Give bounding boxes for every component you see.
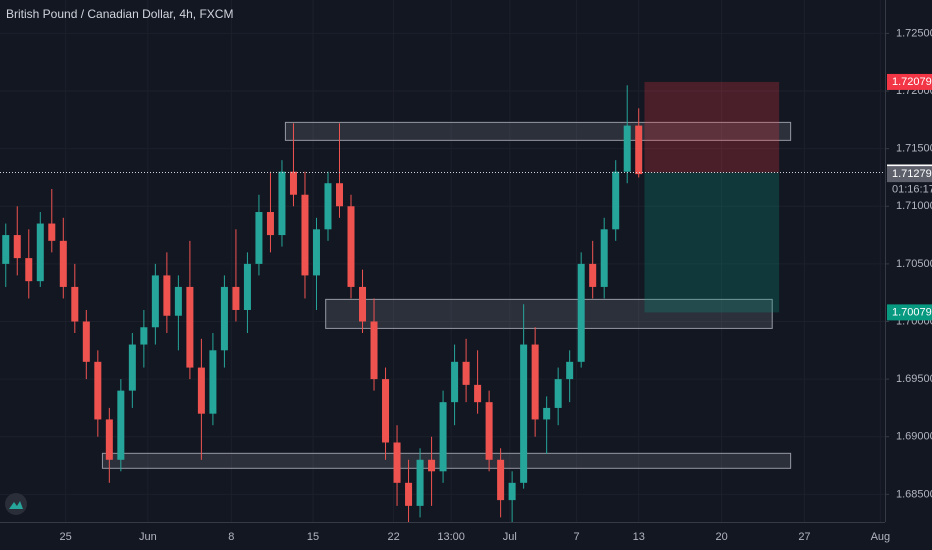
axes: 1.725001.720001.715001.710001.705001.700…	[59, 27, 932, 543]
x-tick-label: 20	[715, 531, 727, 543]
x-tick-label: Jul	[503, 531, 517, 543]
last-price-label-box	[887, 166, 932, 183]
candle-body	[312, 229, 320, 276]
candle-body	[474, 384, 482, 403]
x-tick-label: 8	[228, 531, 234, 543]
candle-body	[347, 206, 355, 287]
candle-body	[117, 390, 125, 460]
candle-body	[485, 402, 493, 460]
target-zone	[644, 172, 780, 313]
candle-body	[428, 459, 436, 472]
x-tick-label: 22	[387, 531, 399, 543]
x-tick-label: Aug	[871, 531, 891, 543]
candle-body	[243, 263, 251, 310]
candle-body	[451, 361, 459, 403]
y-tick-label: 1.70500	[896, 258, 932, 270]
x-tick-label: 27	[798, 531, 810, 543]
candle-body	[48, 223, 56, 241]
candle-body	[220, 286, 228, 351]
zone	[284, 121, 792, 141]
candle-body	[393, 442, 401, 483]
candle-body	[278, 171, 286, 236]
candle-body	[209, 350, 217, 414]
x-tick-label: Jun	[139, 531, 157, 543]
candle-body	[566, 361, 574, 380]
candle-body	[324, 183, 332, 230]
candle-body	[255, 212, 263, 264]
candle-body	[554, 379, 562, 408]
candle-body	[13, 235, 21, 259]
chart-title: British Pound / Canadian Dollar, 4h, FXC…	[6, 7, 233, 21]
x-tick-label: 13:00	[437, 531, 465, 543]
candle-body	[577, 263, 585, 362]
candle-body	[266, 212, 274, 236]
candle-body	[232, 286, 240, 310]
candle-body	[151, 275, 159, 328]
candle-body	[370, 321, 378, 380]
candle-body	[531, 344, 539, 420]
candle-body	[2, 235, 10, 264]
candle-body	[439, 402, 447, 472]
candle-body	[105, 419, 113, 460]
candle-body	[71, 286, 79, 322]
stop-zone	[644, 81, 780, 173]
candle-body	[508, 482, 516, 501]
logo	[5, 493, 27, 515]
candle-body	[140, 327, 148, 345]
candle-body	[600, 229, 608, 287]
candle-body	[589, 263, 597, 287]
stop-label-box	[887, 73, 932, 90]
candle-body	[82, 321, 90, 362]
candles	[2, 85, 643, 522]
candle-body	[543, 407, 551, 420]
candle-body	[382, 379, 390, 443]
candle-body	[520, 344, 528, 483]
y-tick-label: 1.71500	[896, 143, 932, 155]
candle-body	[612, 171, 620, 230]
candle-body	[635, 125, 643, 175]
target-label-box	[887, 304, 932, 321]
candle-body	[359, 286, 367, 322]
candle-body	[174, 286, 182, 316]
y-tick-label: 1.72500	[896, 27, 932, 39]
candle-body	[301, 194, 309, 276]
candle-body	[59, 240, 67, 287]
y-tick-label: 1.69000	[896, 431, 932, 443]
candle-body	[289, 171, 297, 195]
x-tick-label: 25	[59, 531, 71, 543]
x-tick-label: 15	[307, 531, 319, 543]
candle-body	[186, 286, 194, 368]
candle-body	[335, 183, 343, 207]
candle-body	[623, 125, 631, 172]
candle-body	[497, 459, 505, 501]
candle-body	[405, 482, 413, 506]
stop-label: 1.72079	[892, 76, 932, 88]
target-label: 1.70079	[892, 306, 932, 318]
countdown-box	[887, 181, 932, 197]
zone	[325, 298, 773, 329]
countdown: 01:16:17	[892, 183, 932, 195]
y-tick-label: 1.69500	[896, 373, 932, 385]
candle-body	[163, 275, 171, 316]
candle-body	[36, 223, 44, 282]
y-tick-label: 1.71000	[896, 200, 932, 212]
candle-body	[197, 367, 205, 414]
candle-body	[416, 459, 424, 506]
x-tick-label: 13	[633, 531, 645, 543]
y-tick-label: 1.68500	[896, 488, 932, 500]
candle-body	[128, 344, 136, 391]
candle-body	[94, 361, 102, 420]
candle-body	[25, 258, 33, 282]
x-tick-label: 7	[574, 531, 580, 543]
last-price-label: 1.71279	[892, 168, 932, 180]
candle-body	[462, 361, 470, 385]
